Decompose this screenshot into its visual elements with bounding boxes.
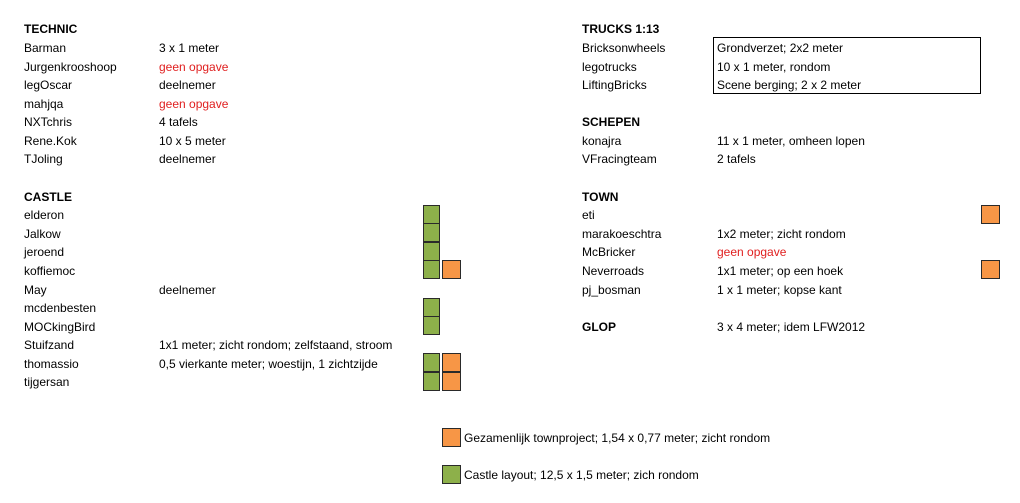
- legend-town-label: Gezamenlijk townproject; 1,54 x 0,77 met…: [464, 431, 771, 445]
- schepen-note: 2 tafels: [717, 152, 756, 166]
- technic-name: Rene.Kok: [24, 134, 77, 148]
- town-name: eti: [582, 208, 595, 222]
- town-project-block: [442, 372, 461, 391]
- technic-heading: TECHNIC: [24, 22, 78, 36]
- legend-castle-swatch: [442, 465, 461, 484]
- schepen-name: konajra: [582, 134, 622, 148]
- castle-name: MOCkingBird: [24, 320, 96, 334]
- technic-note: deelnemer: [159, 152, 216, 166]
- technic-note: 10 x 5 meter: [159, 134, 226, 148]
- castle-layout-block: [423, 316, 440, 335]
- trucks-note: 10 x 1 meter, rondom: [717, 60, 831, 74]
- castle-name: Stuifzand: [24, 338, 75, 352]
- castle-note: deelnemer: [159, 283, 216, 297]
- trucks-name: legotrucks: [582, 60, 637, 74]
- castle-note: 0,5 vierkante meter; woestijn, 1 zichtzi…: [159, 357, 378, 371]
- legend-town-swatch: [442, 428, 461, 447]
- town-note: 1x2 meter; zicht rondom: [717, 227, 846, 241]
- town-note: 1x1 meter; op een hoek: [717, 264, 844, 278]
- castle-layout-block: [423, 242, 440, 261]
- castle-layout-block: [423, 205, 440, 224]
- schepen-heading: SCHEPEN: [582, 115, 641, 129]
- technic-name: TJoling: [24, 152, 63, 166]
- castle-name: Jalkow: [24, 227, 61, 241]
- castle-name: tijgersan: [24, 375, 70, 389]
- town-name: McBricker: [582, 245, 636, 259]
- castle-layout-block: [423, 298, 440, 317]
- castle-name: jeroend: [24, 245, 65, 259]
- technic-note: 3 x 1 meter: [159, 41, 220, 55]
- town-heading: TOWN: [582, 190, 619, 204]
- technic-name: legOscar: [24, 78, 73, 92]
- technic-name: Barman: [24, 41, 67, 55]
- castle-layout-block: [423, 353, 440, 372]
- castle-layout-block: [423, 372, 440, 391]
- trucks-name: LiftingBricks: [582, 78, 647, 92]
- town-project-block: [442, 260, 461, 279]
- glop-heading: GLOP: [582, 320, 617, 334]
- schepen-name: VFracingteam: [582, 152, 657, 166]
- technic-note: geen opgave: [159, 60, 229, 74]
- technic-note: deelnemer: [159, 78, 216, 92]
- castle-name: May: [24, 283, 47, 297]
- town-name: Neverroads: [582, 264, 645, 278]
- town-project-block: [981, 205, 1000, 224]
- technic-name: Jurgenkrooshoop: [24, 60, 117, 74]
- town-note: geen opgave: [717, 245, 787, 259]
- trucks-name: Bricksonwheels: [582, 41, 666, 55]
- castle-name: elderon: [24, 208, 65, 222]
- castle-name: koffiemoc: [24, 264, 76, 278]
- town-project-block: [981, 260, 1000, 279]
- technic-name: NXTchris: [24, 115, 73, 129]
- castle-layout-block: [423, 223, 440, 242]
- trucks-note: Scene berging; 2 x 2 meter: [717, 78, 862, 92]
- glop-note: 3 x 4 meter; idem LFW2012: [717, 320, 866, 334]
- technic-name: mahjqa: [24, 97, 64, 111]
- castle-layout-block: [423, 260, 440, 279]
- town-project-block: [442, 353, 461, 372]
- technic-note: 4 tafels: [159, 115, 198, 129]
- trucks-notes-frame: [713, 37, 981, 94]
- trucks-heading: TRUCKS 1:13: [582, 22, 660, 36]
- castle-name: thomassio: [24, 357, 79, 371]
- technic-note: geen opgave: [159, 97, 229, 111]
- schepen-note: 11 x 1 meter, omheen lopen: [717, 134, 865, 148]
- castle-heading: CASTLE: [24, 190, 72, 204]
- castle-note: 1x1 meter; zicht rondom; zelfstaand, str…: [159, 338, 393, 352]
- town-name: pj_bosman: [582, 283, 641, 297]
- trucks-note: Grondverzet; 2x2 meter: [717, 41, 844, 55]
- legend-castle-label: Castle layout; 12,5 x 1,5 meter; zich ro…: [464, 468, 699, 482]
- town-name: marakoeschtra: [582, 227, 662, 241]
- castle-name: mcdenbesten: [24, 301, 97, 315]
- town-note: 1 x 1 meter; kopse kant: [717, 283, 842, 297]
